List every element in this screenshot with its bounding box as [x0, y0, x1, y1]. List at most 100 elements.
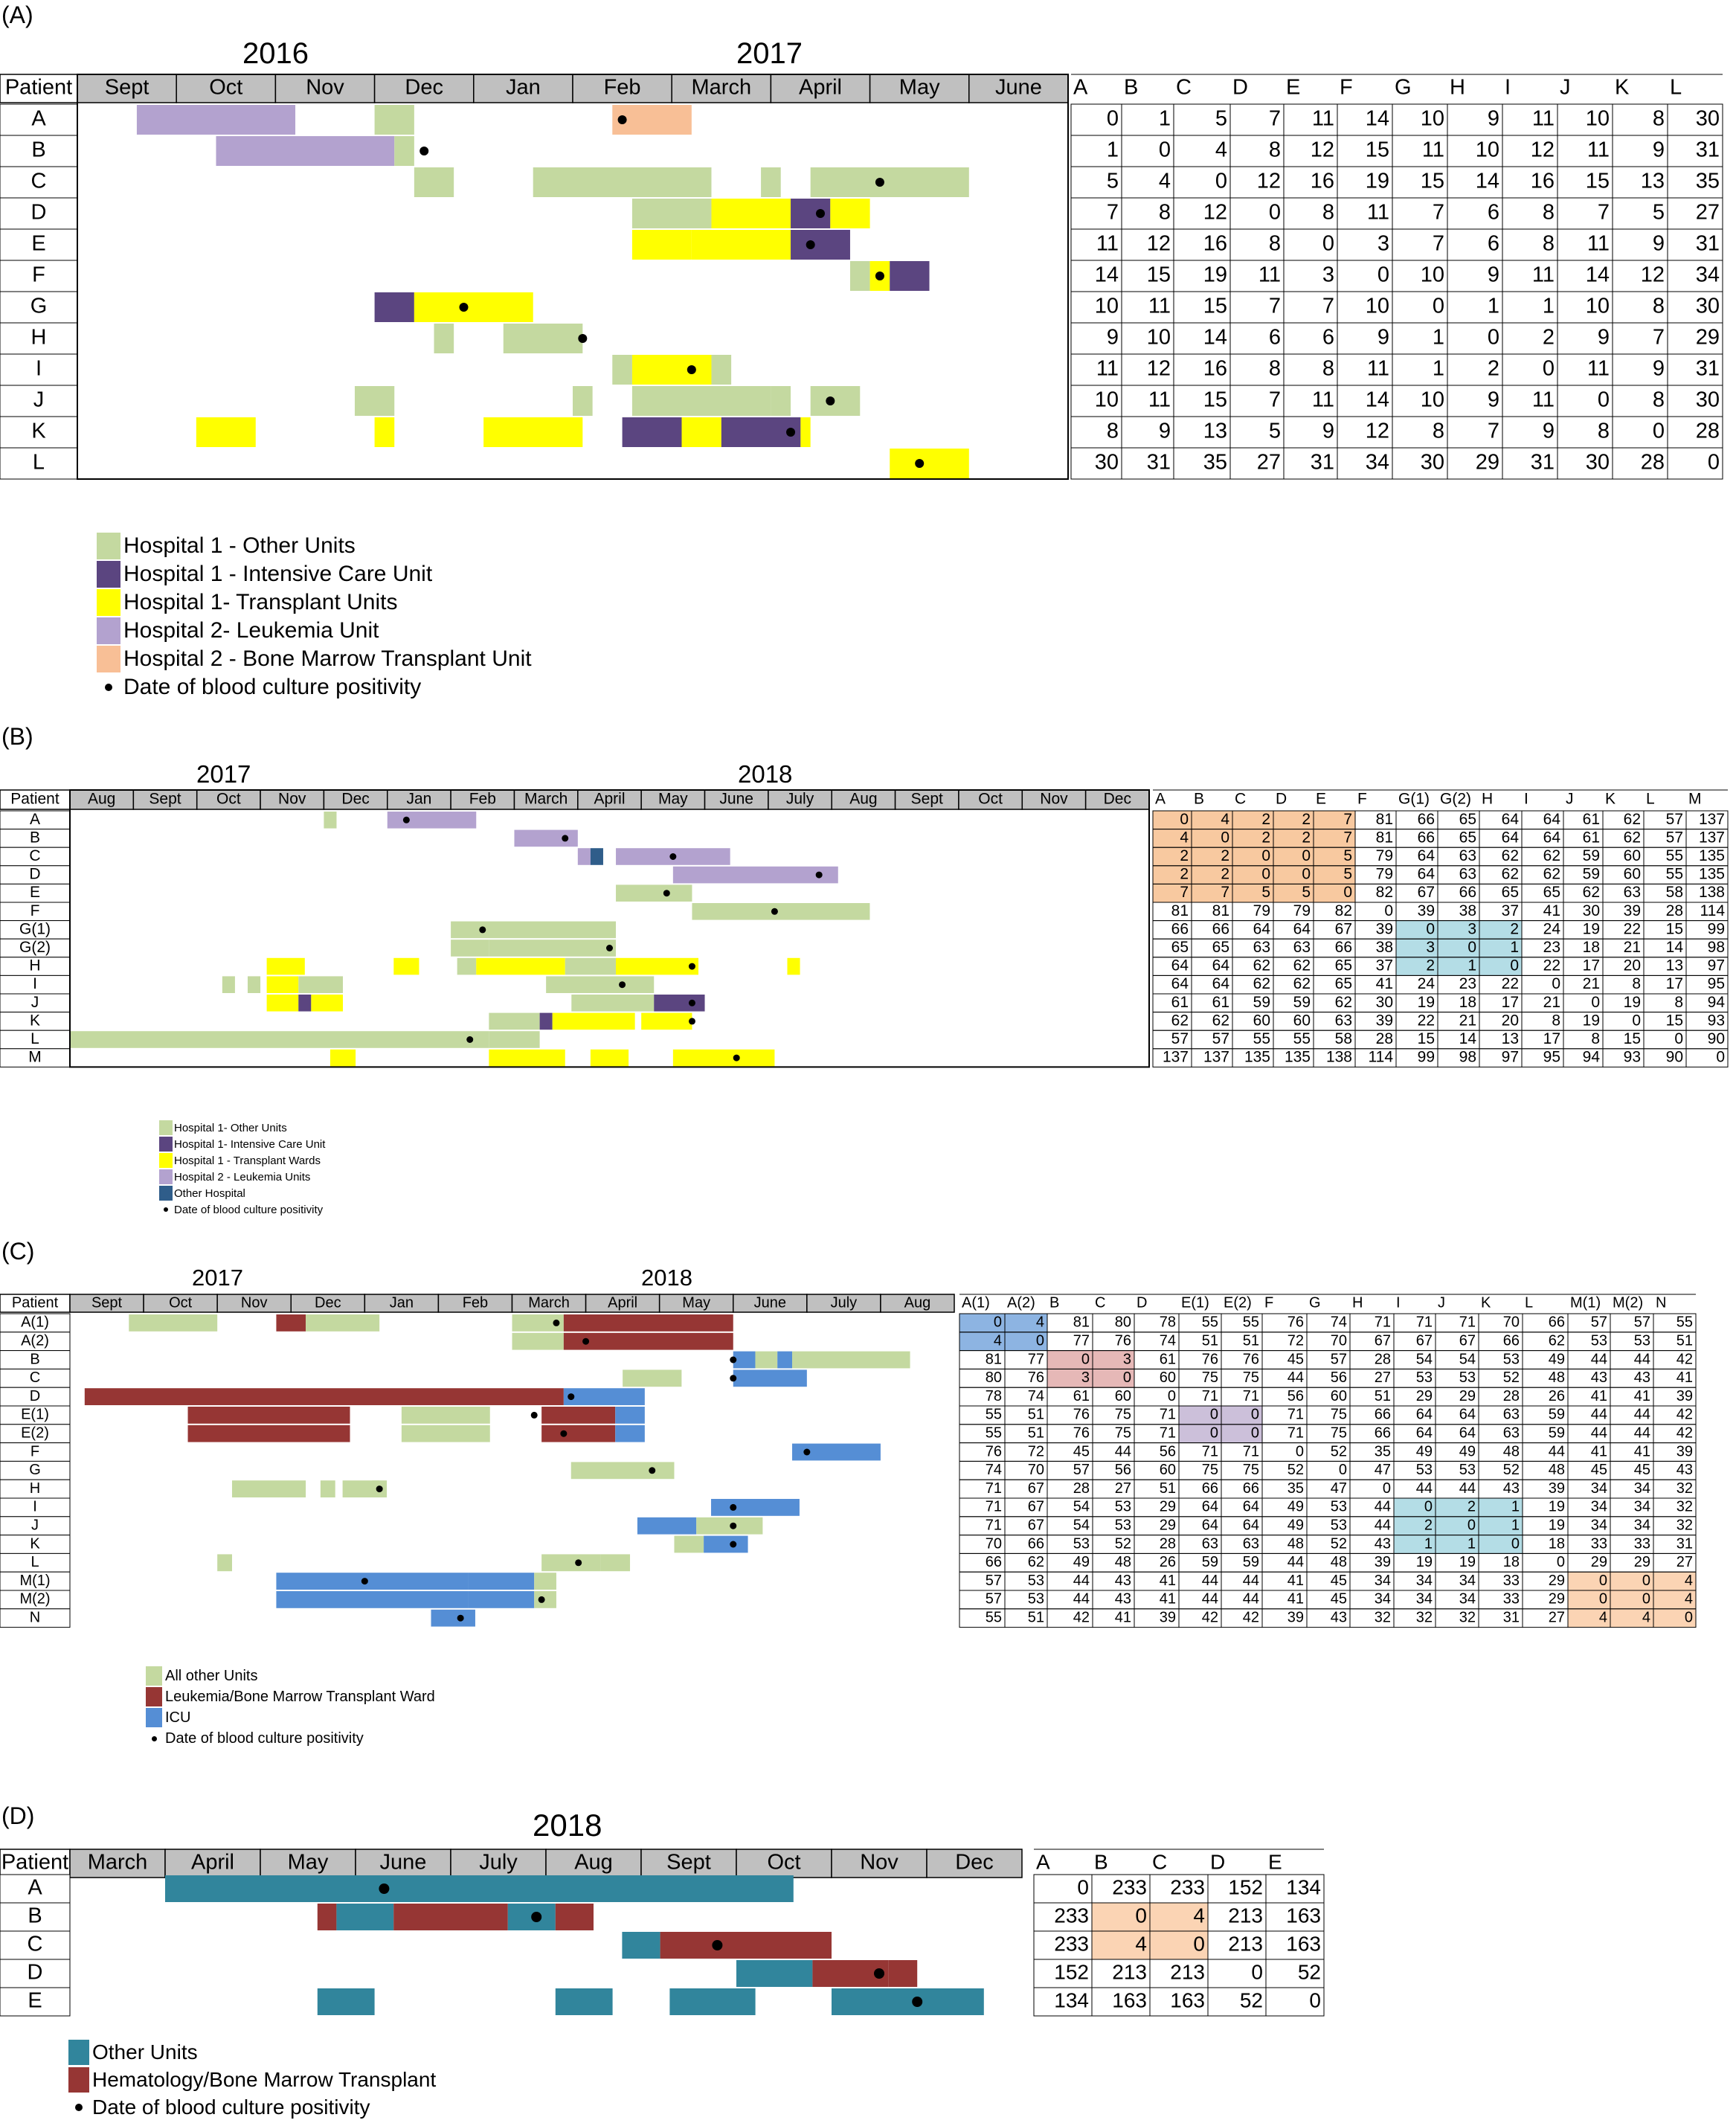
segment-b-0-0: [324, 812, 337, 829]
matrix-value-a-10-0: 8: [1107, 420, 1119, 443]
month-label-d-1: April: [191, 1851, 234, 1875]
matrix-value-b-3-8: 62: [1502, 866, 1519, 883]
segment-c-1-0: [512, 1332, 564, 1350]
matrix-value-d-2-4: 163: [1286, 1932, 1321, 1955]
segment-a-9-3: [771, 386, 791, 416]
matrix-value-c-10-13: 19: [1549, 1499, 1565, 1515]
matrix-value-a-0-5: 14: [1366, 107, 1389, 131]
matrix-value-b-4-4: 0: [1343, 884, 1352, 901]
segment-d-0-0: [165, 1875, 794, 1902]
matrix-value-a-6-8: 1: [1543, 295, 1555, 318]
legend-b-item-h1t: Hospital 1 - Transplant Wards: [159, 1153, 321, 1168]
segment-c-3-0: [623, 1369, 682, 1387]
matrix-value-b-2-1: 2: [1221, 847, 1229, 864]
patient-label-b-9: I: [33, 975, 37, 992]
matrix-value-c-11-1: 67: [1028, 1517, 1044, 1533]
matrix-value-a-0-3: 7: [1269, 107, 1281, 131]
month-label-a-0: Sept: [105, 76, 150, 100]
segment-c-15-1: [468, 1591, 535, 1608]
matrix-highlight-b-0: [1153, 811, 1355, 902]
culture-dot-c-16: [457, 1614, 464, 1622]
matrix-value-b-2-7: 63: [1459, 847, 1476, 864]
segment-c-0-2: [306, 1314, 380, 1332]
matrix-value-a-6-9: 10: [1586, 295, 1610, 318]
matrix-value-c-3-4: 60: [1160, 1369, 1176, 1386]
matrix-value-b-11-8: 20: [1502, 1012, 1519, 1029]
matrix-value-a-4-2: 16: [1203, 232, 1227, 256]
matrix-value-c-15-2: 44: [1073, 1591, 1090, 1608]
matrix-value-c-7-3: 44: [1115, 1443, 1131, 1459]
matrix-value-a-11-6: 30: [1421, 451, 1444, 475]
month-header-c-10: [806, 1294, 881, 1313]
patient-label-c-8: G: [29, 1462, 41, 1478]
matrix-value-c-13-7: 44: [1287, 1554, 1304, 1570]
matrix-value-b-1-0: 4: [1180, 829, 1189, 846]
matrix-value-b-3-1: 2: [1221, 866, 1229, 883]
matrix-value-b-7-7: 0: [1467, 939, 1476, 956]
matrix-value-c-14-6: 44: [1243, 1573, 1259, 1589]
matrix-header-b-6: G(1): [1398, 791, 1430, 808]
segment-a-2-1: [533, 167, 712, 197]
matrix-value-a-2-11: 35: [1696, 170, 1720, 193]
month-header-a-4: [473, 74, 573, 103]
matrix-value-c-5-8: 75: [1331, 1407, 1347, 1423]
patient-cell-c-0: [0, 1313, 71, 1333]
segment-c-7-0: [792, 1443, 881, 1461]
matrix-header-c-6: E(2): [1224, 1294, 1252, 1311]
culture-dot-c-2: [730, 1356, 737, 1364]
month-header-a-5: [572, 74, 672, 103]
segment-b-8-1: [393, 957, 419, 975]
legend-c-swatch-lb: [146, 1687, 162, 1706]
matrix-value-c-15-6: 44: [1243, 1591, 1259, 1608]
matrix-value-d-1-4: 163: [1286, 1904, 1321, 1927]
matrix-header-a-6: G: [1395, 76, 1412, 100]
patient-label-b-4: E: [30, 884, 40, 901]
culture-dot-c-4: [568, 1393, 575, 1401]
matrix-value-c-5-7: 71: [1287, 1407, 1304, 1423]
matrix-value-c-0-2: 81: [1073, 1314, 1090, 1331]
segment-d-2-1: [660, 1932, 832, 1959]
matrix-value-c-7-2: 45: [1073, 1443, 1090, 1459]
culture-dot-a-7: [578, 334, 588, 343]
segment-d-4-2: [669, 1988, 756, 2015]
matrix-value-c-11-13: 19: [1549, 1517, 1565, 1533]
culture-dot-b-8: [688, 963, 695, 970]
month-label-d-3: June: [380, 1851, 427, 1875]
matrix-value-c-15-1: 53: [1028, 1591, 1044, 1608]
matrix-value-c-3-8: 56: [1331, 1369, 1347, 1386]
matrix-header-a-8: I: [1505, 76, 1511, 100]
culture-dot-a-1: [419, 147, 429, 155]
matrix-value-a-9-1: 11: [1148, 388, 1171, 412]
segment-a-0-1: [374, 105, 414, 135]
matrix-value-c-9-2: 28: [1073, 1480, 1090, 1497]
segment-b-10-0: [266, 995, 299, 1012]
matrix-value-a-2-1: 4: [1159, 170, 1171, 193]
matrix-value-a-7-5: 9: [1377, 326, 1389, 350]
matrix-value-c-14-5: 44: [1202, 1573, 1218, 1589]
matrix-value-a-0-2: 5: [1215, 107, 1227, 131]
month-header-b-11: [768, 789, 832, 810]
matrix-value-a-8-11: 31: [1696, 357, 1720, 381]
segment-a-7-1: [503, 324, 583, 353]
matrix-value-a-10-3: 5: [1269, 420, 1281, 443]
patient-label-d-0: A: [28, 1876, 42, 1900]
matrix-value-c-9-5: 66: [1202, 1480, 1218, 1497]
matrix-value-c-16-7: 39: [1287, 1609, 1304, 1625]
matrix-value-c-9-3: 27: [1115, 1480, 1131, 1497]
matrix-value-b-7-11: 21: [1624, 939, 1641, 956]
patient-cell-b-4: [0, 883, 71, 903]
matrix-value-c-6-14: 44: [1591, 1425, 1607, 1441]
patient-label-a-1: B: [31, 138, 45, 162]
culture-dot-a-3: [816, 209, 825, 218]
matrix-value-a-7-11: 29: [1696, 326, 1720, 350]
matrix-value-c-0-13: 66: [1549, 1314, 1565, 1331]
matrix-value-a-6-4: 7: [1322, 295, 1334, 318]
matrix-value-b-7-2: 63: [1253, 939, 1270, 956]
legend-a-swatch-h1o: [97, 533, 120, 559]
month-label-c-7: April: [608, 1294, 637, 1311]
matrix-value-c-9-14: 34: [1591, 1480, 1607, 1497]
matrix-value-c-9-1: 67: [1028, 1480, 1044, 1497]
segment-b-8-3: [476, 957, 565, 975]
matrix-value-b-1-12: 57: [1666, 829, 1683, 846]
panel-label-a: (A): [1, 1, 33, 28]
